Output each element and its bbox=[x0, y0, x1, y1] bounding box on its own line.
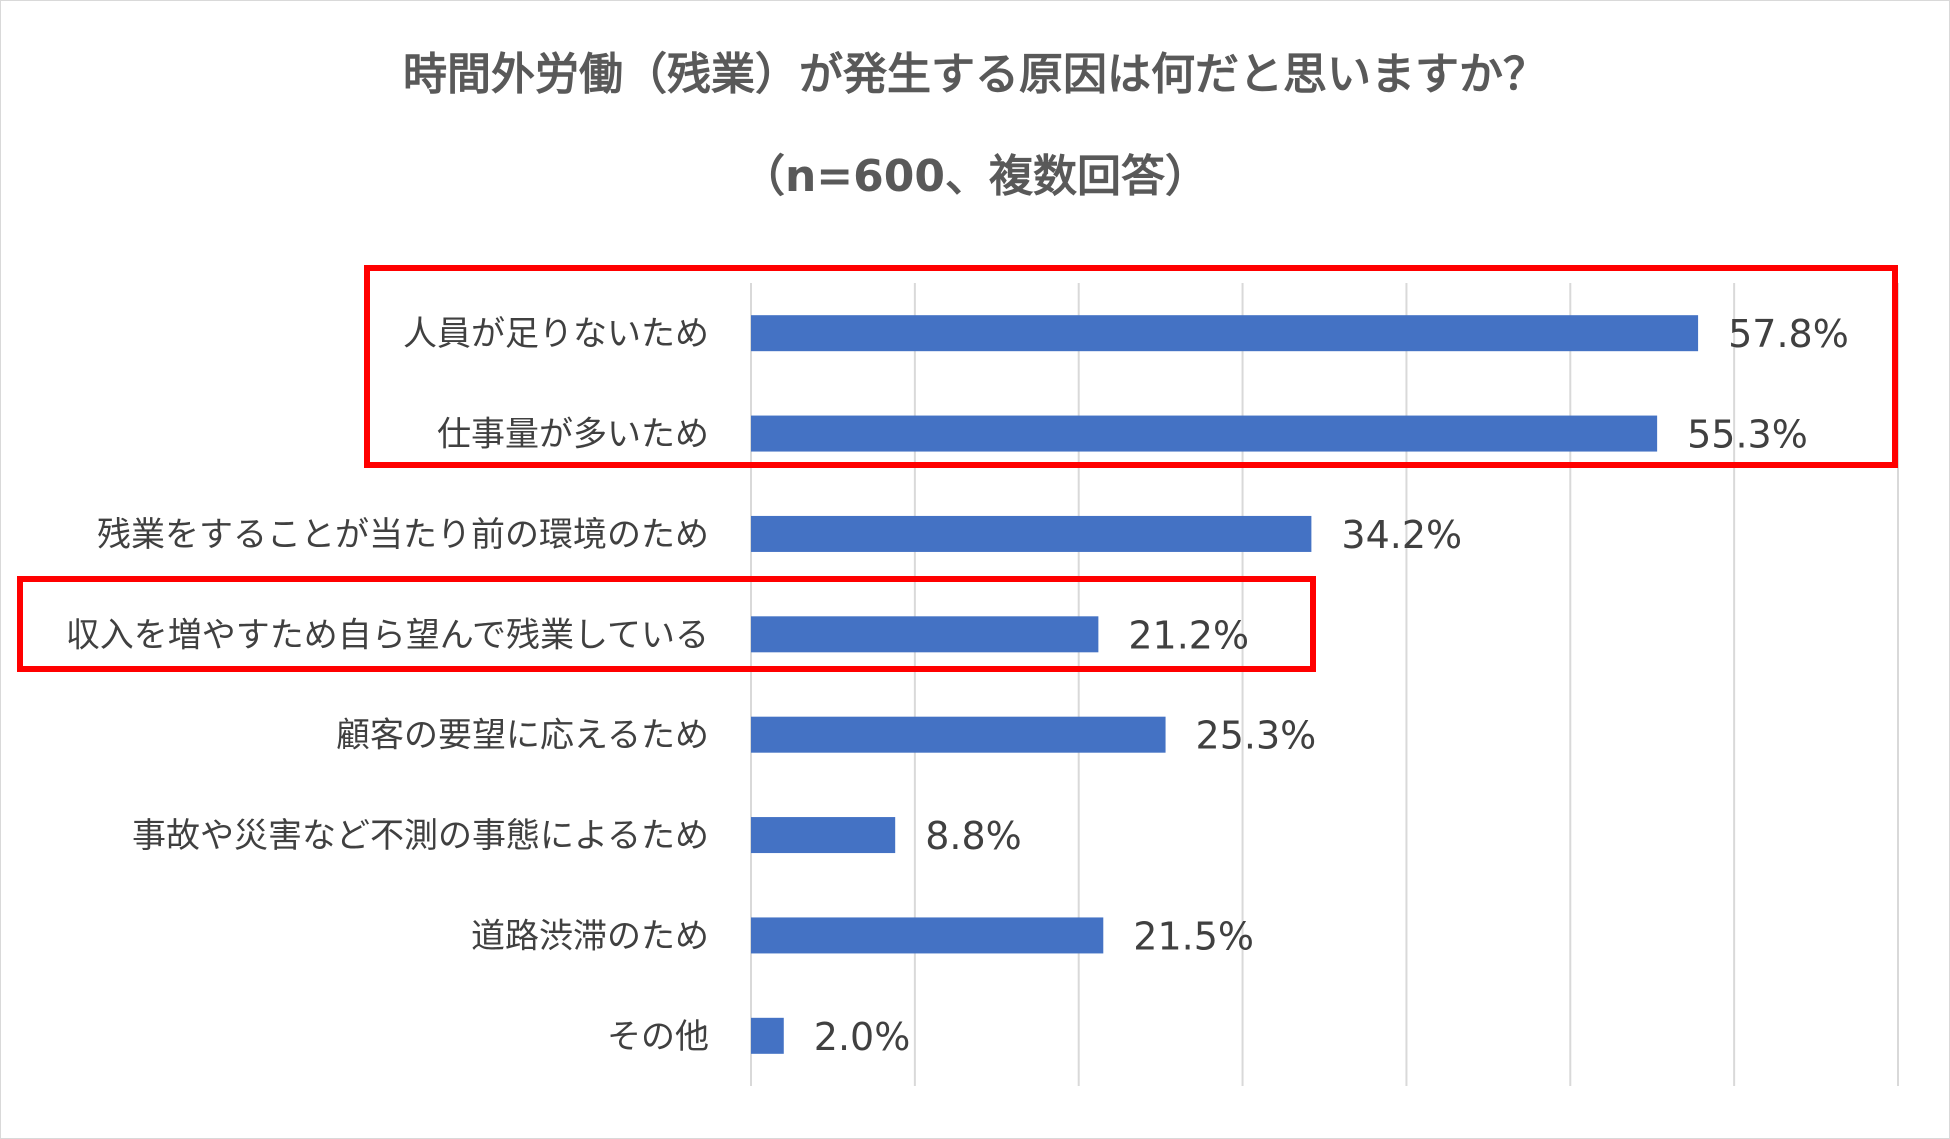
chart-subtitle: （n=600、複数回答） bbox=[741, 151, 1209, 202]
bar bbox=[751, 917, 1104, 954]
value-label: 25.3% bbox=[1196, 714, 1317, 758]
category-label: 道路渋滞のため bbox=[471, 916, 709, 956]
category-label: 仕事量が多いため bbox=[437, 415, 709, 455]
value-label: 55.3% bbox=[1687, 413, 1808, 457]
highlight-box bbox=[17, 576, 1316, 672]
highlight-box bbox=[364, 265, 1898, 468]
bar bbox=[751, 616, 1099, 653]
bar bbox=[751, 817, 896, 854]
category-label: その他 bbox=[607, 1017, 709, 1057]
category-labels: 人員が足りないため仕事量が多いため残業をすることが当たり前の環境のため収入を増や… bbox=[66, 314, 709, 1057]
category-label: 事故や災害など不測の事態によるため bbox=[132, 816, 709, 856]
value-label: 8.8% bbox=[925, 814, 1022, 858]
category-label: 収入を増やすため自ら望んで残業している bbox=[66, 615, 709, 655]
value-label: 34.2% bbox=[1341, 513, 1462, 557]
value-label: 2.0% bbox=[814, 1015, 911, 1059]
bar bbox=[751, 415, 1658, 452]
category-label: 顧客の要望に応えるため bbox=[336, 716, 709, 756]
bar bbox=[751, 1017, 784, 1054]
bar bbox=[751, 315, 1699, 352]
bar bbox=[751, 716, 1166, 753]
category-label: 残業をすることが当たり前の環境のため bbox=[97, 515, 709, 555]
value-labels: 57.8% 55.3% 34.2% 21.2% 25.3% 8.8% 21.5% 2.0% bbox=[814, 312, 1849, 1059]
bar bbox=[751, 515, 1312, 552]
highlight-boxes bbox=[17, 265, 1898, 672]
bars bbox=[751, 315, 1699, 1054]
value-label: 21.2% bbox=[1128, 613, 1249, 657]
chart-title: 時間外労働（残業）が発生する原因は何だと思いますか？ bbox=[403, 49, 1547, 100]
gridlines bbox=[750, 283, 1899, 1086]
value-label: 57.8% bbox=[1728, 312, 1849, 356]
category-label: 人員が足りないため bbox=[403, 314, 709, 354]
value-label: 21.5% bbox=[1133, 914, 1254, 958]
